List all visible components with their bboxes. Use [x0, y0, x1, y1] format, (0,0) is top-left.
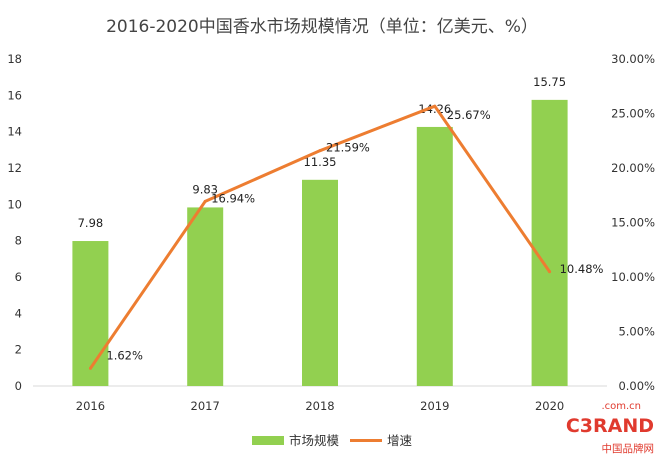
right-tick-label: 15.00% — [611, 216, 655, 230]
left-tick-label: 0 — [15, 379, 22, 393]
legend-line-label: 增速 — [387, 433, 413, 448]
left-tick-label: 8 — [15, 234, 22, 248]
right-tick-label: 20.00% — [611, 161, 655, 175]
watermark-subtitle: 中国品牌网 — [602, 442, 655, 455]
left-tick-label: 4 — [15, 306, 22, 320]
bar-label-2016: 7.98 — [78, 216, 104, 230]
line-data-labels: 1.62% 16.94% 21.59% 25.67% 10.48% — [106, 108, 603, 362]
x-tick-label-2017: 2017 — [191, 399, 220, 413]
right-tick-label: 10.00% — [611, 270, 655, 284]
legend: 市场规模 增速 — [252, 433, 413, 448]
growth-label-2016: 1.62% — [106, 348, 143, 362]
bar-2017 — [187, 207, 224, 386]
left-tick-label: 18 — [7, 52, 22, 66]
growth-point-2017 — [203, 199, 207, 203]
bar-2018 — [302, 179, 338, 386]
growth-label-2017: 16.94% — [211, 191, 255, 205]
left-tick-label: 16 — [7, 88, 22, 102]
line-series-growth — [88, 104, 552, 370]
growth-label-2018: 21.59% — [326, 141, 370, 155]
bar-label-2017: 9.83 — [192, 182, 218, 196]
legend-bar-label: 市场规模 — [289, 433, 340, 448]
right-tick-label: 30.00% — [611, 52, 655, 66]
x-tick-label-2020: 2020 — [535, 399, 564, 413]
right-tick-label: 5.00% — [618, 325, 655, 339]
bar-label-2018: 11.35 — [304, 155, 337, 169]
right-tick-label: 0.00% — [618, 379, 655, 393]
x-tick-label-2019: 2019 — [420, 399, 449, 413]
bar-2016 — [72, 241, 109, 386]
watermark-logo: .com.cn C3RAND 中国品牌网 — [566, 401, 654, 455]
bar-label-2019: 14.26 — [418, 102, 451, 116]
left-tick-label: 14 — [7, 125, 22, 139]
growth-point-2016 — [88, 366, 92, 370]
watermark-brand: C3RAND — [566, 415, 654, 437]
x-axis-labels: 2016 2017 2018 2019 2020 — [76, 399, 564, 413]
left-tick-label: 10 — [7, 197, 22, 211]
chart-title: 2016-2020中国香水市场规模情况（单位：亿美元、%） — [106, 17, 538, 37]
bar-2019 — [416, 126, 453, 387]
bar-label-2020: 15.75 — [533, 75, 566, 89]
right-tick-label: 25.00% — [611, 107, 655, 121]
left-tick-label: 6 — [15, 270, 22, 284]
left-tick-label: 12 — [7, 161, 22, 175]
bar-series-market-size — [72, 99, 568, 387]
left-axis-ticks: 0 2 4 6 8 10 12 14 16 18 — [7, 52, 22, 393]
bar-data-labels: 7.98 9.83 11.35 14.26 15.75 — [78, 75, 566, 230]
x-tick-label-2016: 2016 — [76, 399, 105, 413]
growth-label-2020: 10.48% — [560, 262, 604, 276]
x-tick-label-2018: 2018 — [305, 399, 334, 413]
right-axis-ticks: 0.00% 5.00% 10.00% 15.00% 20.00% 25.00% 30.00% — [611, 52, 655, 393]
growth-point-2018 — [318, 149, 322, 153]
legend-bar-swatch — [252, 436, 284, 445]
bar-2020 — [531, 99, 568, 386]
growth-point-2020 — [548, 270, 552, 274]
growth-point-2019 — [433, 104, 437, 108]
left-tick-label: 2 — [15, 343, 22, 357]
growth-label-2019: 25.67% — [447, 108, 491, 122]
watermark-domain: .com.cn — [601, 401, 641, 412]
